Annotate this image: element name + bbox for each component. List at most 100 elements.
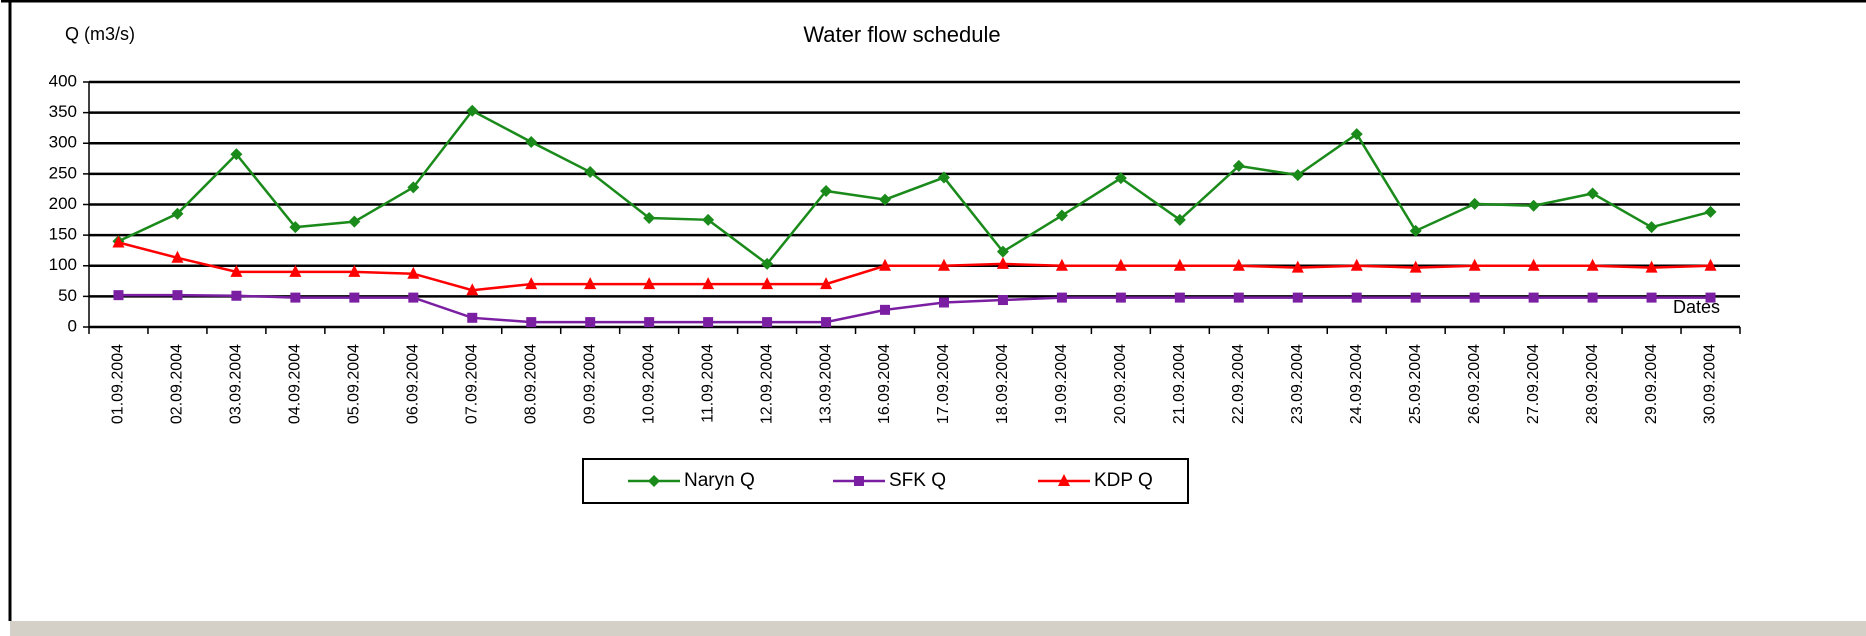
data-point: [702, 213, 715, 226]
data-point: [467, 312, 478, 323]
x-tick-label: 16.09.2004: [876, 344, 893, 424]
series-line: [118, 241, 1711, 292]
x-tick-label: 30.09.2004: [1702, 344, 1719, 424]
series-line: [117, 109, 1711, 266]
data-point: [584, 277, 597, 290]
data-point: [996, 256, 1009, 269]
data-point: [526, 317, 537, 328]
data-point: [1056, 292, 1067, 303]
data-point: [644, 317, 655, 328]
x-tick-label: 22.09.2004: [1230, 344, 1247, 424]
data-point: [1587, 292, 1598, 303]
y-tick-label: 50: [58, 286, 77, 305]
data-point: [171, 250, 184, 263]
data-point: [289, 264, 302, 277]
scrollbar: [10, 621, 1866, 636]
data-point: [1114, 172, 1127, 185]
data-point: [1468, 258, 1481, 271]
data-point: [820, 185, 833, 198]
data-point: [1292, 292, 1303, 303]
data-point: [290, 292, 301, 303]
x-tick-label: 25.09.2004: [1407, 344, 1424, 424]
data-point: [1350, 258, 1363, 271]
legend-label: Naryn Q: [684, 470, 755, 491]
data-point: [1527, 258, 1540, 271]
series-line: [118, 293, 1711, 324]
data-point: [112, 235, 125, 248]
data-point: [1232, 258, 1245, 271]
data-point: [938, 297, 949, 308]
x-tick-label: 02.09.2004: [169, 344, 186, 424]
x-tick-label: 08.09.2004: [522, 344, 539, 424]
data-point: [761, 257, 774, 270]
data-point: [1527, 199, 1540, 212]
data-point: [1115, 292, 1126, 303]
x-tick-label: 23.09.2004: [1289, 344, 1306, 424]
data-point: [408, 292, 419, 303]
y-tick-label: 0: [68, 316, 77, 335]
x-tick-label: 24.09.2004: [1348, 344, 1365, 424]
y-tick-label: 250: [49, 163, 77, 182]
x-tick-label: 03.09.2004: [228, 344, 245, 424]
data-point: [1645, 260, 1658, 273]
data-point: [880, 304, 891, 315]
x-tick-label: 17.09.2004: [935, 344, 952, 424]
x-tick-label: 12.09.2004: [758, 344, 775, 424]
data-point: [761, 277, 774, 290]
data-point: [1586, 187, 1599, 200]
y-tick-label: 350: [49, 102, 77, 121]
legend-label: SFK Q: [889, 470, 946, 491]
x-tick-label: 21.09.2004: [1171, 344, 1188, 424]
data-point: [1586, 258, 1599, 271]
y-tick-label: 400: [49, 71, 77, 90]
data-point: [231, 290, 242, 301]
y-tick-label: 100: [49, 255, 77, 274]
x-tick-label: 19.09.2004: [1053, 344, 1070, 424]
data-point: [1055, 209, 1068, 222]
data-point: [703, 317, 714, 328]
data-point: [525, 277, 538, 290]
data-point: [1232, 159, 1245, 172]
data-point: [937, 258, 950, 271]
data-point: [1350, 128, 1363, 141]
data-point: [407, 181, 420, 194]
data-point: [1646, 292, 1657, 303]
data-point: [1704, 205, 1717, 218]
data-point: [820, 277, 833, 290]
data-point: [643, 277, 656, 290]
x-tick-label: 05.09.2004: [346, 344, 363, 424]
legend-marker: [1058, 474, 1070, 486]
x-tick-label: 27.09.2004: [1525, 344, 1542, 424]
x-tick-label: 26.09.2004: [1466, 344, 1483, 424]
x-tick-label: 11.09.2004: [699, 344, 716, 423]
data-point: [1469, 292, 1480, 303]
data-point: [1351, 292, 1362, 303]
data-point: [230, 148, 243, 161]
data-point: [643, 211, 656, 224]
data-point: [289, 221, 302, 234]
y-tick-label: 150: [49, 225, 77, 244]
data-point: [171, 207, 184, 220]
data-point: [525, 136, 538, 149]
data-point: [1233, 292, 1244, 303]
data-point: [407, 266, 420, 279]
data-point: [1645, 221, 1658, 234]
data-point: [466, 104, 479, 117]
legend-label: KDP Q: [1094, 470, 1153, 491]
y-axis-label: Q (m3/s): [65, 24, 135, 44]
y-tick-label: 300: [49, 133, 77, 152]
data-point: [937, 171, 950, 184]
data-point: [348, 264, 361, 277]
data-point: [1055, 258, 1068, 271]
chart-title: Water flow schedule: [803, 22, 1000, 47]
data-point: [349, 292, 360, 303]
data-point: [879, 258, 892, 271]
data-point: [702, 277, 715, 290]
data-point: [879, 193, 892, 206]
data-point: [585, 317, 596, 328]
data-point: [466, 283, 479, 296]
data-point: [1409, 260, 1422, 273]
x-tick-label: 18.09.2004: [994, 344, 1011, 424]
x-tick-label: 29.09.2004: [1643, 344, 1660, 424]
x-tick-label: 10.09.2004: [640, 344, 657, 424]
